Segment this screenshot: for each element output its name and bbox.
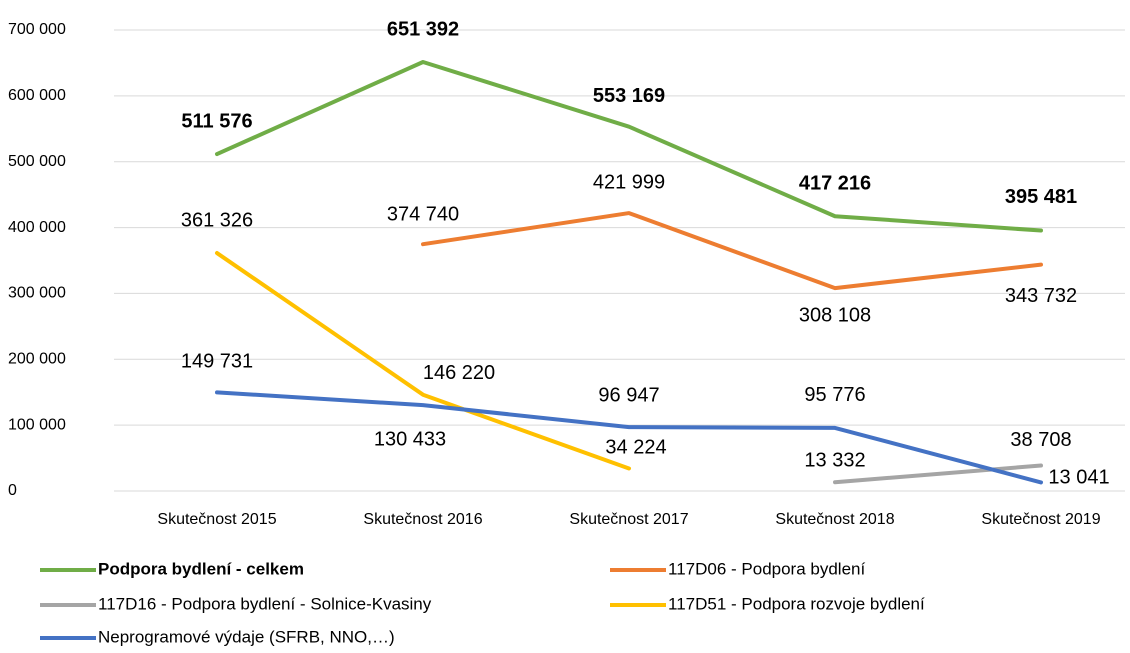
legend-label: 117D16 - Podpora bydlení - Solnice-Kvasi… <box>98 594 432 613</box>
data-label: 417 216 <box>799 173 871 195</box>
data-label: 308 108 <box>799 304 871 326</box>
data-label: 361 326 <box>181 209 253 231</box>
legend-label: Podpora bydlení - celkem <box>98 559 304 578</box>
data-label: 13 041 <box>1048 467 1109 489</box>
y-tick-label: 200 000 <box>8 351 66 368</box>
data-label: 13 332 <box>804 450 865 472</box>
legend-label: 117D06 - Podpora bydlení <box>668 559 865 578</box>
series-line <box>215 390 1043 485</box>
data-label: 146 220 <box>423 362 495 384</box>
x-tick-label: Skutečnost 2018 <box>775 511 894 528</box>
x-tick-label: Skutečnost 2017 <box>569 511 688 528</box>
data-label: 421 999 <box>593 171 665 193</box>
y-tick-label: 100 000 <box>8 416 66 433</box>
series-line <box>833 463 1043 485</box>
data-label: 149 731 <box>181 351 253 373</box>
x-tick-label: Skutečnost 2016 <box>363 511 482 528</box>
data-label: 511 576 <box>181 110 252 132</box>
x-tick-label: Skutečnost 2015 <box>157 511 276 528</box>
data-label: 95 776 <box>804 384 865 406</box>
y-tick-label: 500 000 <box>8 153 66 170</box>
series-line <box>215 60 1043 233</box>
legend-label: 117D51 - Podpora rozvoje bydlení <box>668 594 925 613</box>
y-tick-label: 300 000 <box>8 285 66 302</box>
data-label: 96 947 <box>598 384 659 406</box>
legend-label: Neprogramové výdaje (SFRB, NNO,…) <box>98 627 395 646</box>
x-tick-label: Skutečnost 2019 <box>981 511 1100 528</box>
data-label: 374 740 <box>387 203 459 225</box>
y-tick-label: 0 <box>8 482 17 499</box>
data-label: 130 433 <box>374 428 446 450</box>
y-tick-label: 700 000 <box>8 21 66 38</box>
y-tick-label: 600 000 <box>8 87 66 104</box>
data-label: 553 169 <box>593 85 665 107</box>
series-line <box>215 251 631 471</box>
data-label: 395 481 <box>1005 186 1077 208</box>
data-label: 343 732 <box>1005 285 1077 307</box>
series-line <box>421 211 1043 291</box>
y-tick-label: 400 000 <box>8 219 66 236</box>
data-label: 651 392 <box>387 18 459 40</box>
data-label: 34 224 <box>605 437 666 459</box>
data-label: 38 708 <box>1010 429 1071 451</box>
